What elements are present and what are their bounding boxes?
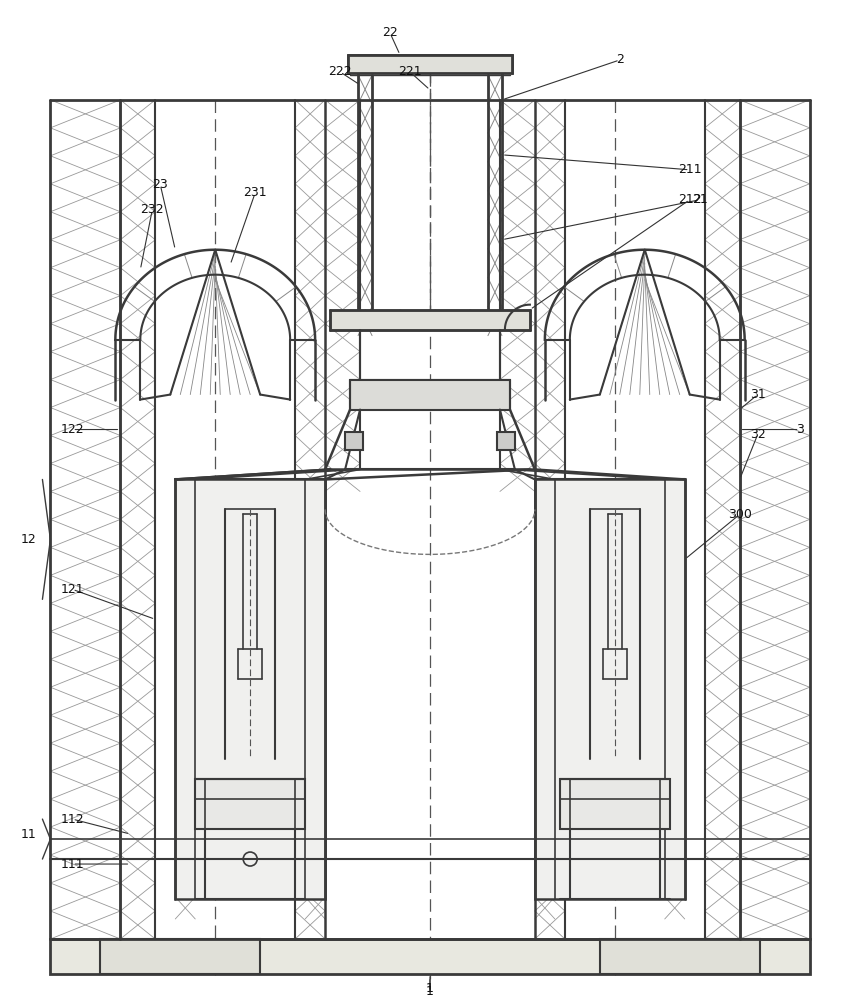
Text: 3: 3 — [796, 423, 803, 436]
Text: 111: 111 — [60, 858, 84, 871]
Text: 231: 231 — [243, 186, 267, 199]
Bar — [51, 939, 809, 974]
Bar — [599, 939, 759, 974]
Text: 112: 112 — [60, 813, 84, 826]
Text: 31: 31 — [750, 388, 765, 401]
Bar — [101, 939, 261, 974]
Text: 1: 1 — [426, 982, 434, 995]
Text: 11: 11 — [21, 828, 36, 841]
Bar — [195, 779, 305, 829]
Text: 232: 232 — [140, 203, 164, 216]
Text: 122: 122 — [60, 423, 84, 436]
Text: 211: 211 — [678, 163, 702, 176]
Text: 1: 1 — [426, 985, 434, 998]
Text: 23: 23 — [152, 178, 169, 191]
Text: 121: 121 — [60, 583, 84, 596]
Bar — [535, 479, 685, 899]
Text: 32: 32 — [750, 428, 765, 441]
Text: 221: 221 — [398, 65, 422, 78]
Text: 22: 22 — [382, 26, 398, 39]
Bar — [175, 479, 325, 899]
Text: 21: 21 — [691, 193, 708, 206]
Bar — [350, 380, 510, 410]
Bar — [345, 432, 363, 450]
Bar — [330, 310, 530, 330]
Text: 300: 300 — [728, 508, 752, 521]
Text: 2: 2 — [616, 53, 624, 66]
Text: 212: 212 — [678, 193, 702, 206]
Bar — [497, 432, 515, 450]
Text: 222: 222 — [329, 65, 352, 78]
Text: 12: 12 — [21, 533, 36, 546]
Bar — [560, 779, 670, 829]
Bar — [348, 55, 512, 73]
